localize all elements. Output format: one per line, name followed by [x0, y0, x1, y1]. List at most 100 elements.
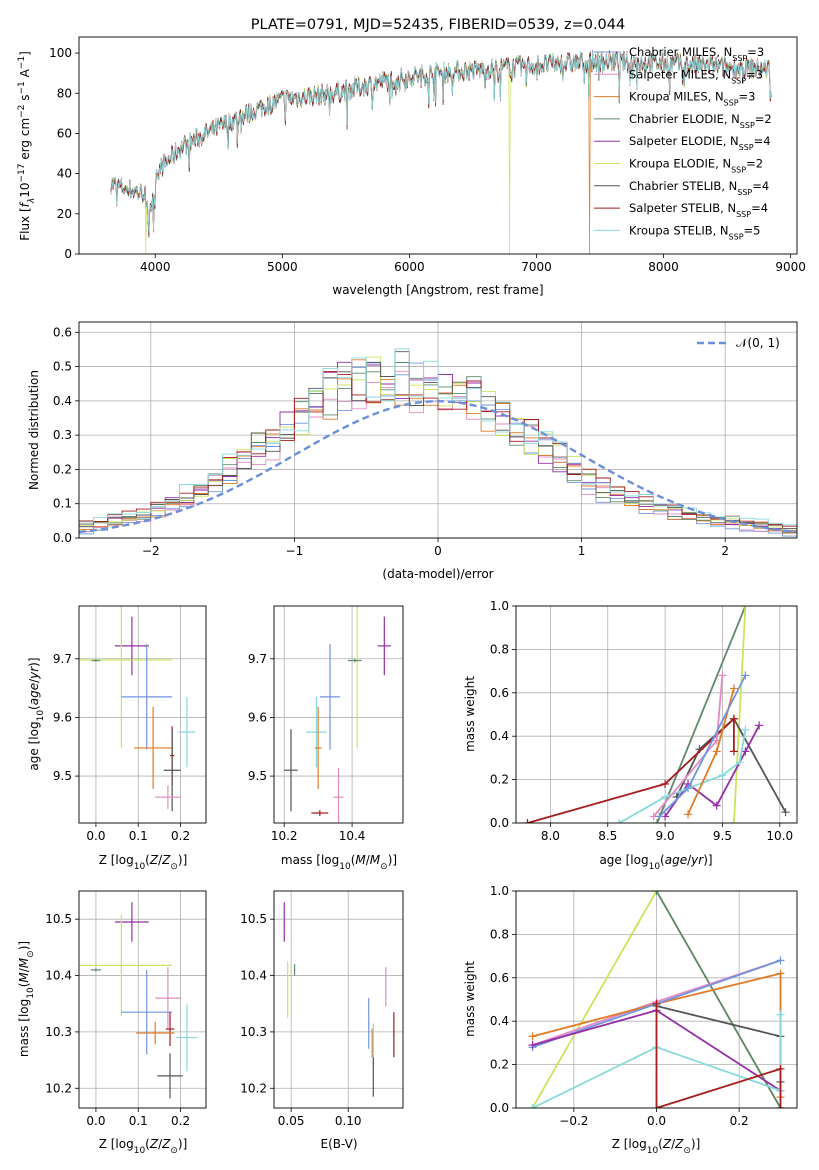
- legend-entry: Kroupa ELODIE, NSSP=2: [629, 157, 763, 175]
- y-tick-label: 1.0: [490, 599, 509, 613]
- plot-area: [79, 606, 196, 812]
- y-tick-label: 0.0: [53, 531, 72, 545]
- x-tick-label: 8000: [648, 260, 679, 274]
- y-tick-label: 0.5: [53, 360, 72, 374]
- x-axis-label: Z [log10(Z/Z⊙)]: [99, 853, 188, 872]
- x-axis-label: age [log10(age/yr)]: [599, 853, 712, 872]
- legend-entry: Chabrier STELIB, NSSP=4: [629, 179, 769, 197]
- weight-line: [656, 1005, 782, 1082]
- axes-1: −2 −1 0 1 2 0.0 0.1 0.2 0.3 0.4 0.5 0.6: [53, 321, 798, 558]
- x-tick-label: 0.10: [335, 1114, 362, 1128]
- legend-entry: Salpeter ELODIE, NSSP=4: [629, 134, 771, 152]
- y-tick-label: 80: [57, 86, 72, 100]
- y-tick-label: 0.1: [53, 497, 72, 511]
- plot-area: [523, 606, 790, 823]
- weight-line: [618, 729, 747, 823]
- axes-7: −0.2 0.0 0.2 0.0 0.2 0.4 0.6 0.8 1.0: [490, 884, 798, 1128]
- legend-entry: 𝒩(0, 1): [736, 336, 780, 350]
- x-tick-label: 5000: [267, 260, 298, 274]
- y-tick-label: 0: [64, 247, 72, 261]
- legend-entry: Kroupa MILES, NSSP=3: [629, 90, 755, 108]
- x-tick-label: 0.1: [129, 1114, 148, 1128]
- axes-frame: [78, 890, 207, 1109]
- legend-entry: Salpeter MILES, NSSP=3: [629, 67, 763, 85]
- axes-4: 8.0 8.5 9.0 9.5 10.0 0.0 0.2 0.4 0.6 0.8 1.0: [490, 599, 798, 843]
- x-tick-label: 10.0: [766, 829, 793, 843]
- x-tick-label: 8.5: [598, 829, 617, 843]
- y-tick-label: 9.5: [248, 769, 267, 783]
- x-axis-label: wavelength [Angstrom, rest frame]: [332, 283, 543, 297]
- y-tick-label: 9.7: [248, 652, 267, 666]
- x-tick-label: 9.5: [713, 829, 732, 843]
- axes-frame: [273, 605, 404, 824]
- y-tick-label: 0.0: [490, 1101, 509, 1115]
- axes-2: 0.0 0.1 0.2 9.5 9.6 9.7: [53, 605, 207, 843]
- y-axis-label: age [log10(age/yr)]: [27, 657, 46, 770]
- x-tick-label: 0.2: [730, 1114, 749, 1128]
- weight-line: [655, 891, 782, 1108]
- y-axis-label: Normed distribution: [27, 370, 41, 490]
- spectrum-line: [110, 51, 772, 233]
- legend-entry: Kroupa STELIB, NSSP=5: [629, 223, 760, 241]
- weight-line: [527, 716, 735, 823]
- x-tick-label: 6000: [394, 260, 425, 274]
- weight-line: [687, 688, 735, 815]
- x-tick-label: 0.0: [86, 829, 105, 843]
- y-axis-label: mass weight: [463, 961, 477, 1037]
- y-tick-label: 40: [57, 167, 72, 181]
- x-axis-label: E(B-V): [320, 1137, 357, 1151]
- axes-frame: [273, 890, 404, 1109]
- y-tick-label: 9.7: [53, 652, 72, 666]
- weight-line: [532, 1014, 782, 1108]
- y-tick-label: 10.3: [45, 1025, 72, 1039]
- plot-area: [284, 606, 392, 823]
- x-tick-label: −0.2: [559, 1114, 588, 1128]
- plot-area: [110, 50, 772, 254]
- y-tick-label: 60: [57, 126, 72, 140]
- x-tick-label: 0.1: [129, 829, 148, 843]
- x-tick-label: 9000: [775, 260, 806, 274]
- legend-entry: Chabrier MILES, NSSP=3: [629, 45, 764, 63]
- y-tick-label: 0.6: [53, 325, 72, 339]
- x-tick-label: 2: [721, 544, 729, 558]
- y-tick-label: 0.2: [490, 1058, 509, 1072]
- weight-line: [733, 606, 747, 823]
- y-tick-label: 9.5: [53, 769, 72, 783]
- y-tick-label: 100: [49, 46, 72, 60]
- x-tick-label: 10.4: [339, 829, 366, 843]
- plot-area: [79, 902, 198, 1099]
- y-tick-label: 0.4: [490, 729, 509, 743]
- x-tick-label: 7000: [521, 260, 552, 274]
- legend-entry: Salpeter STELIB, NSSP=4: [629, 201, 768, 219]
- y-tick-label: 20: [57, 207, 72, 221]
- axes-0: 4000 5000 6000 7000 8000 9000 0 20 40 60 80 100: [49, 36, 806, 274]
- y-tick-label: 9.6: [248, 710, 267, 724]
- x-axis-label: (data-model)/error: [382, 567, 493, 581]
- x-tick-label: 10.2: [271, 829, 298, 843]
- x-tick-label: 0.0: [647, 1114, 666, 1128]
- x-tick-label: 8.0: [541, 829, 560, 843]
- y-tick-label: 0.3: [53, 428, 72, 442]
- x-tick-label: −1: [286, 544, 304, 558]
- x-tick-label: 0.05: [278, 1114, 305, 1128]
- y-tick-label: 0.8: [490, 642, 509, 656]
- chart-title: PLATE=0791, MJD=52435, FIBERID=0539, z=0…: [251, 17, 625, 33]
- x-axis-label: mass [log10(M/M⊙)]: [281, 853, 397, 872]
- y-tick-label: 10.3: [240, 1025, 267, 1039]
- x-axis-label: Z [log10(Z/Z⊙)]: [99, 1137, 188, 1156]
- y-tick-label: 0.4: [53, 394, 72, 408]
- axes-frame: [78, 605, 207, 824]
- legend-entry: Chabrier ELODIE, NSSP=2: [629, 112, 772, 129]
- y-tick-label: 0.6: [490, 971, 509, 985]
- y-tick-label: 10.5: [45, 912, 72, 926]
- x-axis-label: Z [log10(Z/Z⊙)]: [612, 1137, 701, 1156]
- x-tick-label: 4000: [140, 260, 171, 274]
- y-axis-label: mass weight: [463, 676, 477, 752]
- y-tick-label: 10.4: [240, 969, 267, 983]
- y-tick-label: 1.0: [490, 884, 509, 898]
- axes-5: 0.0 0.1 0.2 10.2 10.3 10.4 10.5: [45, 890, 207, 1128]
- histogram-step: [79, 348, 797, 538]
- y-tick-label: 9.6: [53, 710, 72, 724]
- plot-area: [283, 902, 395, 1097]
- x-tick-label: 9.0: [656, 829, 675, 843]
